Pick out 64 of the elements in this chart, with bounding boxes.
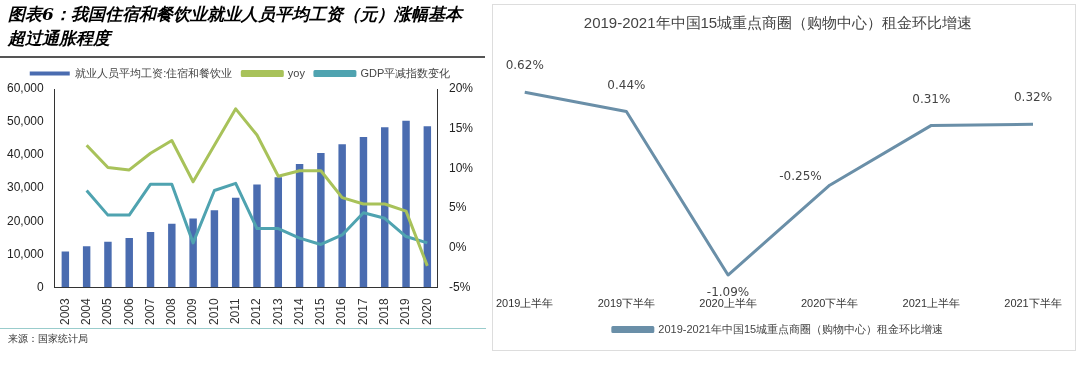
y2-tick-label: 20% [448, 81, 474, 96]
y-tick-label: 40,000 [7, 147, 45, 162]
y2-tick-label: 0% [448, 239, 467, 254]
x-tick-label: 2012 [249, 297, 264, 326]
chart-title: 2019-2021年中国15城重点商圈（购物中心）租金环比增速 [583, 14, 973, 32]
bar [61, 251, 70, 288]
x-tick-label: 2008 [164, 297, 179, 326]
bar [168, 223, 176, 288]
y2-tick-label: -5% [448, 279, 471, 294]
data-label: 0.44% [607, 77, 646, 92]
x-tick-label: 2015 [313, 297, 328, 326]
bar [274, 177, 283, 288]
x-tick-label: 2011 [228, 297, 243, 325]
bar [317, 153, 325, 288]
x-tick-label: 2009 [185, 297, 200, 326]
x-tick-label: 2020下半年 [800, 297, 859, 310]
y-tick-label: 50,000 [7, 114, 45, 129]
y2-tick-label: 5% [448, 200, 467, 215]
y-tick-label: 60,000 [7, 81, 45, 96]
bar [82, 246, 91, 288]
x-tick-label: 2014 [291, 297, 306, 326]
bar [210, 210, 219, 288]
x-tick-label: 2017 [355, 297, 370, 326]
x-tick-label: 2019上半年 [495, 297, 554, 310]
y2-tick-label: 10% [448, 160, 474, 175]
x-tick-label: 2003 [57, 297, 72, 326]
x-tick-label: 2019下半年 [597, 297, 656, 310]
x-tick-label: 2016 [334, 297, 349, 326]
bar [402, 120, 410, 288]
bar [146, 232, 155, 288]
x-tick-label: 2018 [377, 297, 392, 326]
legend-label: 2019-2021年中国15城重点商圈（购物中心）租金环比增速 [658, 322, 944, 335]
y-tick-label: 10,000 [7, 246, 45, 261]
x-tick-label: 2010 [206, 297, 221, 326]
x-tick-label: 2005 [100, 297, 115, 326]
data-label: 0.31% [912, 91, 951, 106]
y-tick-label: 0 [37, 279, 45, 294]
bar [104, 241, 112, 288]
y-tick-label: 20,000 [7, 213, 45, 228]
legend-label: GDP平减指数变化 [360, 66, 451, 79]
data-label: 0.62% [505, 58, 544, 73]
legend-label: yoy [287, 66, 306, 79]
x-tick-label: 2007 [142, 297, 157, 326]
bar [338, 144, 346, 288]
x-tick-label: 2004 [78, 297, 93, 326]
x-tick-label: 2021下半年 [1004, 297, 1062, 310]
bar [231, 197, 240, 288]
x-tick-label: 2020 [419, 297, 434, 326]
y-tick-label: 30,000 [7, 180, 45, 195]
legend-label: 就业人员平均工资:住宿和餐饮业 [75, 66, 233, 79]
bar [381, 127, 389, 288]
x-tick-label: 2013 [270, 297, 285, 326]
x-tick-label: 2019 [398, 297, 413, 326]
chart-title: 图表6：我国住宿和餐饮业就业人员平均工资（元）涨幅基本超过通胀程度 [0, 0, 485, 58]
data-label: 0.32% [1013, 90, 1053, 105]
data-label: -0.25% [779, 169, 822, 184]
source-note: 来源：国家统计局 [0, 328, 486, 349]
x-tick-label: 2006 [121, 297, 136, 326]
bar [125, 238, 133, 288]
bar [423, 126, 432, 288]
bar [253, 184, 261, 288]
x-tick-label: 2021上半年 [902, 297, 961, 310]
x-tick-label: 2020上半年 [699, 297, 757, 310]
y2-tick-label: 15% [448, 120, 474, 135]
